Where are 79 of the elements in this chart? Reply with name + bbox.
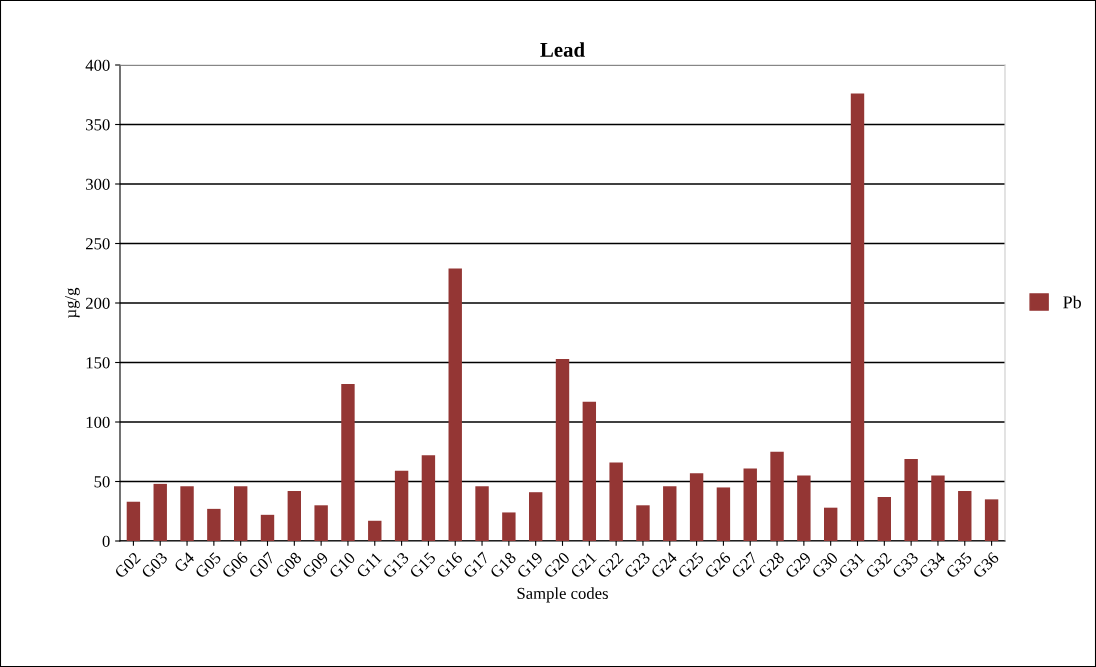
y-tick-label: 400: [85, 59, 110, 71]
bar: [850, 93, 865, 541]
x-tick-label: G09: [301, 551, 329, 579]
bar: [287, 491, 302, 541]
x-tick-label: G02: [113, 551, 142, 579]
legend-label: Pb: [1063, 295, 1081, 309]
x-axis-title: Sample codes: [517, 587, 608, 603]
x-tick-label: G17: [462, 551, 490, 579]
x-tick-label: G33: [891, 551, 919, 579]
y-tick-label: 150: [86, 357, 110, 369]
bar: [233, 486, 248, 541]
bar: [636, 505, 650, 541]
bar: [475, 486, 489, 541]
x-tick-label: G35: [945, 551, 973, 579]
bar: [528, 492, 543, 541]
y-tick-label: 50: [94, 476, 110, 488]
x-tick-label: G23: [623, 551, 651, 579]
bar: [153, 483, 167, 541]
x-tick-label: G29: [784, 551, 812, 579]
bar: [609, 462, 623, 541]
x-tick-label: G07: [248, 551, 276, 579]
x-tick-label: G05: [194, 551, 222, 579]
bar: [823, 507, 838, 541]
bar: [663, 486, 677, 541]
bar: [314, 505, 328, 541]
y-tick-label: 100: [86, 416, 110, 428]
x-tick-label: G06: [221, 551, 249, 579]
x-tick-label: G36: [972, 551, 1000, 579]
x-tick-label: G4: [173, 551, 196, 573]
x-tick-label: G13: [382, 551, 410, 579]
bar: [797, 475, 811, 541]
x-tick-label: G18: [489, 551, 517, 579]
bar: [984, 499, 999, 541]
bar: [502, 512, 516, 541]
bar: [582, 401, 597, 541]
bar: [743, 468, 757, 541]
x-tick-label: G26: [703, 551, 732, 579]
bar: [368, 520, 382, 541]
x-tick-label: G30: [811, 551, 839, 579]
bar: [958, 491, 972, 541]
bar: [716, 487, 731, 541]
x-tick-label: G11: [355, 551, 383, 579]
chart-title: Lead: [540, 42, 585, 57]
y-tick-label: 350: [86, 119, 110, 131]
x-tick-label: G03: [140, 551, 169, 579]
x-tick-label: G22: [596, 551, 624, 579]
x-tick-label: G10: [328, 551, 356, 579]
x-tick-label: G21: [569, 551, 597, 579]
bar: [421, 455, 436, 541]
x-tick-label: G34: [918, 551, 947, 579]
bar: [180, 486, 194, 541]
x-tick-label: G24: [650, 551, 678, 579]
x-tick-label: G19: [516, 551, 544, 579]
bar: [394, 470, 409, 541]
y-tick-label: 250: [86, 238, 110, 250]
bar: [877, 496, 892, 541]
x-tick-label: G31: [838, 551, 866, 579]
x-tick-label: G27: [730, 551, 759, 579]
x-tick-label: G16: [435, 551, 464, 579]
x-tick-label: G32: [864, 551, 892, 579]
x-tick-label: G25: [677, 551, 705, 579]
bar: [207, 508, 221, 541]
bar: [555, 358, 570, 541]
bar: [904, 458, 918, 541]
y-tick-label: 0: [102, 535, 110, 547]
y-axis-title: µg/g: [65, 287, 80, 318]
x-tick-label: G08: [274, 551, 303, 579]
bar: [931, 475, 945, 541]
bar: [770, 451, 784, 541]
x-tick-label: G20: [543, 551, 571, 579]
x-tick-label: G28: [757, 551, 785, 579]
x-tick-label: G15: [408, 551, 437, 579]
bar: [126, 501, 141, 541]
y-tick-label: 300: [86, 178, 110, 190]
bar: [448, 268, 462, 541]
bar: [260, 514, 275, 541]
y-tick-label: 200: [86, 297, 110, 309]
bar: [689, 473, 704, 541]
bar: [341, 383, 355, 541]
